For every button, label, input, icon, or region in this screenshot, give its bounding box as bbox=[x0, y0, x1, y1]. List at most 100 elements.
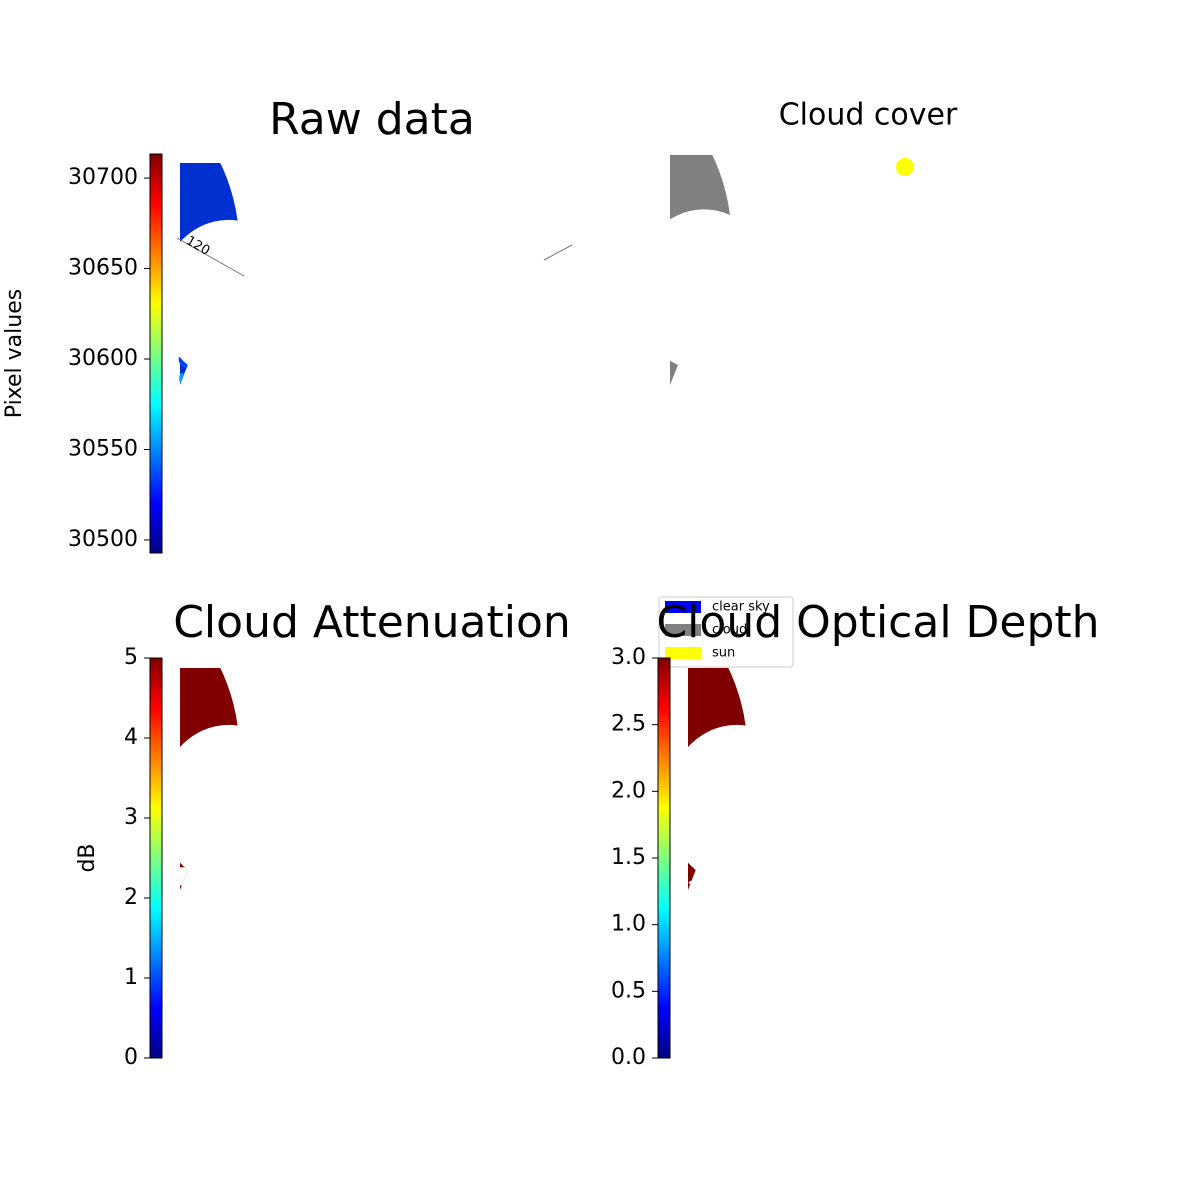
sky-blob bbox=[476, 934, 491, 944]
sky-blob bbox=[700, 826, 709, 839]
sky-blob bbox=[777, 191, 799, 195]
sky-blob bbox=[406, 716, 427, 729]
sky-blob bbox=[522, 790, 540, 805]
sky-blob bbox=[780, 479, 786, 486]
sky-blob bbox=[339, 922, 354, 928]
sky-blob bbox=[1005, 398, 1025, 409]
sky-blob bbox=[739, 828, 746, 846]
sky-blob bbox=[253, 777, 272, 790]
sky-blob bbox=[942, 237, 958, 248]
sky-blob bbox=[376, 1025, 388, 1040]
sky-blob bbox=[898, 916, 917, 921]
sky-blob bbox=[404, 377, 419, 383]
sky-blob bbox=[424, 243, 432, 258]
sky-blob bbox=[329, 170, 348, 185]
sky-blob bbox=[1006, 766, 1023, 785]
sky-blob bbox=[213, 342, 228, 349]
sky-blob bbox=[952, 905, 974, 924]
sky-blob bbox=[292, 304, 315, 320]
sky-blob bbox=[912, 762, 930, 780]
sky-blob bbox=[839, 810, 864, 827]
sky-blob bbox=[448, 761, 453, 767]
sky-blob bbox=[992, 783, 997, 789]
sky-blob bbox=[480, 319, 488, 331]
sky-blob bbox=[377, 1039, 381, 1046]
sky-blob bbox=[229, 380, 238, 398]
sky-blob bbox=[853, 504, 878, 513]
sky-blob bbox=[548, 883, 574, 897]
sky-blob bbox=[425, 498, 440, 518]
colorbar-label: dB bbox=[75, 843, 100, 872]
sky-blob bbox=[506, 776, 514, 791]
sky-blob bbox=[474, 241, 487, 251]
sky-blob bbox=[845, 871, 860, 884]
sky-blob bbox=[440, 508, 454, 515]
sky-blob bbox=[823, 744, 847, 759]
sky-blob bbox=[512, 895, 519, 913]
sky-blob bbox=[277, 772, 283, 782]
sky-blob bbox=[456, 820, 461, 826]
sky-blob bbox=[321, 883, 328, 896]
sky-blob bbox=[441, 731, 458, 739]
sky-blob bbox=[378, 238, 391, 257]
sky-blob bbox=[200, 344, 226, 356]
colorbar-tick-label: 1.5 bbox=[611, 845, 646, 870]
sky-blob bbox=[973, 192, 999, 208]
sky-blob bbox=[757, 705, 770, 715]
sky-blob bbox=[717, 385, 727, 400]
sky-blob bbox=[970, 375, 986, 387]
sky-blob bbox=[787, 410, 812, 420]
sky-blob bbox=[330, 466, 340, 485]
sky-blob bbox=[889, 196, 899, 214]
sky-blob bbox=[472, 235, 492, 241]
sky-blob bbox=[353, 174, 365, 184]
sky-blob bbox=[920, 159, 926, 169]
sky-blob bbox=[432, 932, 457, 945]
sky-blob bbox=[267, 727, 284, 743]
sky-blob bbox=[327, 537, 335, 545]
sky-blob bbox=[743, 799, 746, 816]
sky-blob bbox=[437, 506, 448, 526]
sky-blob bbox=[236, 944, 241, 950]
sky-blob bbox=[737, 350, 742, 363]
sky-blob bbox=[357, 528, 380, 543]
sky-blob bbox=[715, 236, 730, 256]
sky-blob bbox=[390, 1029, 413, 1042]
sky-blob bbox=[1007, 783, 1026, 797]
sky-blob bbox=[455, 357, 469, 377]
sky-blob bbox=[818, 313, 827, 323]
sky-blob bbox=[699, 391, 716, 396]
panel: Cloud Optical Depth 0.0 0.5 1.0 1.5 2.0 2.5 3.0 bbox=[611, 597, 1100, 1070]
sky-blob bbox=[816, 317, 840, 325]
sky-blob bbox=[847, 682, 872, 687]
sky-blob bbox=[1024, 754, 1029, 771]
sky-blob bbox=[314, 756, 334, 773]
sky-blob bbox=[538, 303, 559, 315]
sky-blob bbox=[184, 841, 194, 849]
sky-blob bbox=[323, 165, 339, 178]
sky-blob bbox=[274, 315, 285, 325]
sky-blob bbox=[494, 711, 500, 727]
sky-blob bbox=[441, 268, 457, 287]
sky-blob bbox=[801, 467, 817, 480]
sky-blob bbox=[856, 1022, 865, 1026]
sky-blob bbox=[354, 857, 374, 862]
sky-blob bbox=[423, 403, 428, 415]
sky-blob bbox=[207, 313, 223, 323]
sky-blob bbox=[353, 780, 377, 787]
sky-blob bbox=[808, 422, 812, 428]
sky-blob bbox=[437, 446, 451, 454]
sky-blob bbox=[247, 415, 254, 427]
sky-blob bbox=[347, 164, 368, 171]
sky-blob bbox=[226, 775, 238, 788]
sky-blob bbox=[727, 947, 740, 955]
sky-blob bbox=[717, 490, 740, 495]
sky-blob bbox=[461, 503, 483, 512]
sky-blob bbox=[755, 941, 766, 955]
sky-blob bbox=[261, 450, 283, 462]
sky-blob bbox=[397, 386, 423, 401]
sky-blob bbox=[502, 747, 517, 752]
sky-blob bbox=[971, 353, 985, 359]
sky-blob bbox=[749, 879, 768, 892]
sky-blob bbox=[365, 482, 374, 498]
